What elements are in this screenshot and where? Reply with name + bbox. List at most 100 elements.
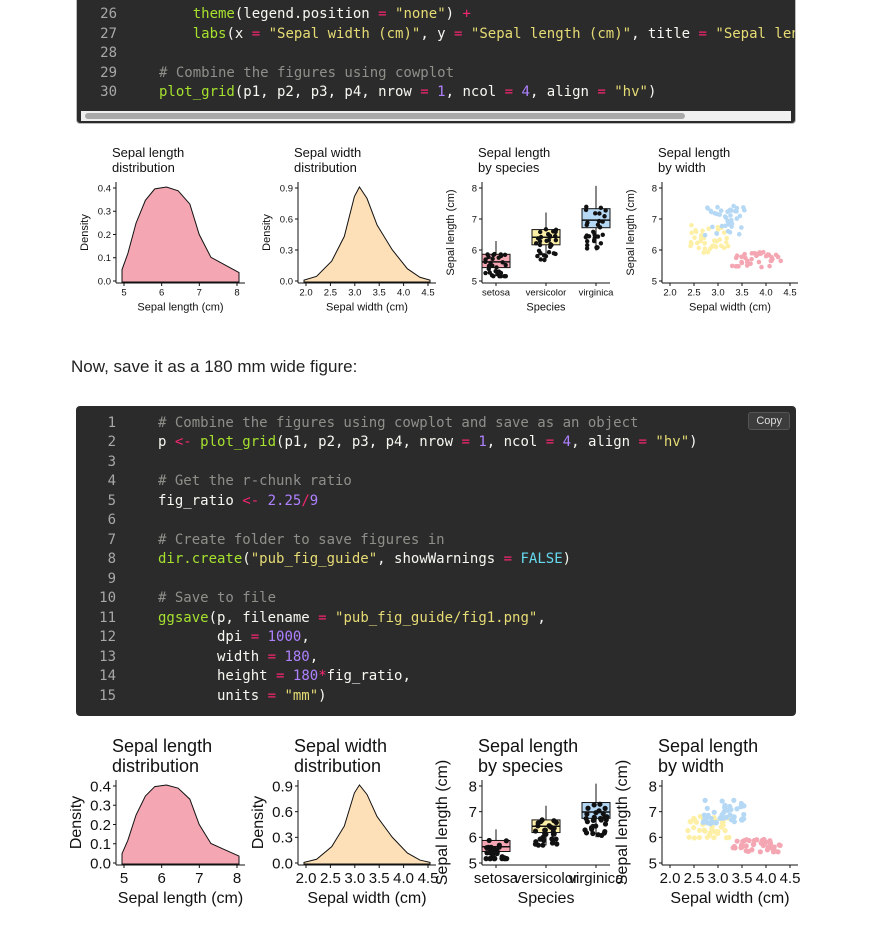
jitter-point — [547, 233, 553, 239]
y-tick-label: 8 — [652, 183, 657, 194]
y-tick-label: 0.3 — [98, 207, 111, 218]
jitter-point — [502, 252, 508, 258]
x-tick-label: 2.5 — [324, 288, 337, 299]
line-number: 9 — [107, 570, 116, 587]
code-line: 2 p <- plot_grid(p1, p2, p3, p4, nrow = 1… — [76, 433, 796, 453]
jitter-point — [500, 260, 505, 265]
density-area — [121, 784, 240, 865]
panel-title: Sepal length — [478, 145, 550, 160]
scatter-point — [702, 232, 708, 238]
jitter-point — [540, 842, 546, 848]
copy-button[interactable]: Copy — [748, 412, 790, 430]
code-block-top: 26 theme(legend.position = "none") +27 l… — [76, 0, 796, 124]
x-tick-label: 4.0 — [756, 870, 777, 887]
jitter-point — [544, 238, 549, 243]
code-text: p <- plot_grid(p1, p2, p3, p4, nrow = 1,… — [158, 434, 698, 450]
jitter-point — [491, 273, 496, 279]
x-tick-label: 2.5 — [687, 288, 700, 299]
scatter-point — [719, 798, 725, 804]
scatter-point — [696, 245, 702, 251]
x-tick-label: versicolor — [514, 870, 578, 887]
x-axis-label: Sepal width (cm) — [326, 302, 408, 314]
panel-title: distribution — [294, 756, 381, 776]
scatter-point — [734, 263, 740, 269]
panel-title: by width — [658, 160, 706, 175]
code-line: 1 # Combine the figures using cowplot and… — [76, 414, 796, 434]
scatter-point — [725, 243, 731, 249]
panel-title: distribution — [294, 160, 357, 175]
code-line: 5 fig_ratio <- 2.25/9 — [76, 492, 796, 512]
x-axis-label: Sepal width (cm) — [670, 890, 789, 907]
code-line: 4 # Get the r-chunk ratio — [76, 472, 796, 492]
jitter-point — [496, 255, 501, 260]
y-axis-label: Sepal length (cm) — [434, 760, 451, 885]
code-text: # Combine the figures using cowplot and … — [158, 414, 639, 431]
x-tick-label: 3.0 — [711, 288, 724, 299]
jitter-point — [550, 837, 556, 843]
x-tick-label: versicolor — [526, 288, 567, 299]
jitter-point — [535, 253, 540, 259]
scatter-point — [723, 835, 730, 841]
jitter-point — [584, 811, 590, 817]
code-line: 10 # Save to file — [76, 589, 796, 609]
y-axis-label: Density — [250, 796, 267, 849]
jitter-point — [595, 832, 601, 838]
scatter-point — [739, 816, 745, 822]
line-number: 12 — [99, 629, 116, 645]
y-tick-label: 5 — [472, 276, 477, 287]
jitter-point — [538, 250, 543, 256]
jitter-point — [532, 828, 539, 834]
jitter-point — [551, 818, 557, 824]
scatter-point — [717, 237, 723, 242]
jitter-point — [591, 238, 597, 244]
x-tick-label: 3.5 — [373, 288, 386, 299]
jitter-point — [487, 856, 493, 862]
scatter-point — [688, 819, 694, 825]
code-text: # Combine the figures using cowplot — [159, 64, 455, 81]
jitter-point — [595, 234, 601, 239]
line-number: 28 — [100, 45, 117, 61]
horizontal-scrollbar[interactable] — [81, 111, 791, 121]
line-number: 1 — [107, 414, 116, 431]
code-line: 6 — [76, 511, 796, 531]
x-axis-label: Species — [526, 302, 566, 314]
jitter-point — [604, 814, 610, 820]
scatter-point — [719, 820, 725, 826]
scatter-point — [722, 214, 728, 219]
x-tick-label: 4.0 — [759, 288, 772, 299]
jitter-point — [600, 811, 606, 817]
jitter-point — [602, 828, 608, 835]
jitter-point — [585, 242, 590, 248]
code-line: 9 — [76, 570, 796, 590]
y-tick-label: 0.6 — [272, 804, 293, 821]
code-text: fig_ratio <- 2.25/9 — [158, 492, 319, 509]
scatter-point — [696, 827, 703, 834]
scrollbar-thumb[interactable] — [85, 113, 685, 119]
panel-title: Sepal length — [478, 736, 578, 756]
density-area — [303, 784, 431, 865]
jitter-point — [538, 229, 543, 235]
scatter-point — [738, 800, 744, 807]
scatter-point — [713, 244, 719, 250]
scatter-point — [692, 235, 697, 240]
scatter-point — [723, 240, 729, 245]
code-text: # Create folder to save figures in — [158, 531, 445, 548]
scatter-point — [767, 838, 773, 844]
code-text: # Get the r-chunk ratio — [158, 473, 352, 489]
y-tick-label: 0.4 — [98, 183, 111, 194]
scatter-point — [732, 845, 738, 851]
scatter-point — [711, 809, 717, 815]
jitter-point — [584, 222, 589, 228]
jitter-point — [549, 242, 554, 248]
scatter-point — [745, 848, 751, 854]
x-axis-label: Sepal width (cm) — [307, 890, 426, 907]
scatter-point — [743, 255, 748, 261]
y-axis-label: Sepal length (cm) — [445, 189, 457, 275]
x-tick-label: 4.0 — [393, 870, 414, 887]
scatter-point — [736, 231, 742, 237]
code-text: theme(legend.position = "none") + — [192, 6, 471, 22]
scatter-point — [771, 844, 777, 850]
scatter-point — [718, 824, 724, 830]
jitter-point — [483, 270, 488, 276]
scatter-point — [721, 230, 727, 235]
